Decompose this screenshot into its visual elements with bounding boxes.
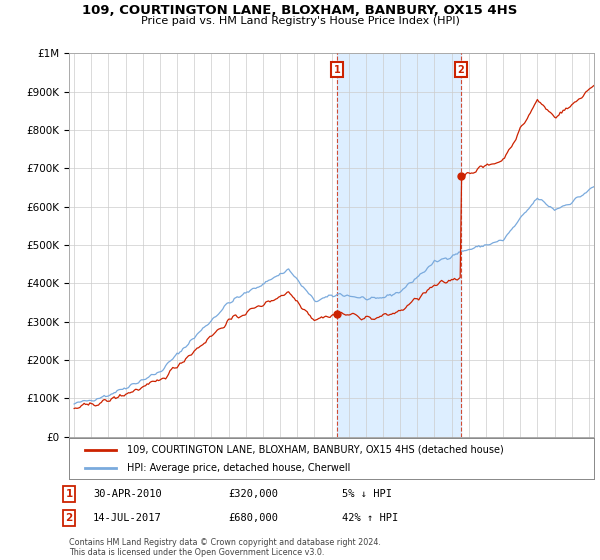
Text: Price paid vs. HM Land Registry's House Price Index (HPI): Price paid vs. HM Land Registry's House … xyxy=(140,16,460,26)
Text: 42% ↑ HPI: 42% ↑ HPI xyxy=(342,513,398,523)
Text: HPI: Average price, detached house, Cherwell: HPI: Average price, detached house, Cher… xyxy=(127,463,350,473)
Text: 1: 1 xyxy=(334,65,341,74)
Text: 30-APR-2010: 30-APR-2010 xyxy=(93,489,162,499)
Text: £320,000: £320,000 xyxy=(228,489,278,499)
Text: 5% ↓ HPI: 5% ↓ HPI xyxy=(342,489,392,499)
Text: 1: 1 xyxy=(65,489,73,499)
Text: 2: 2 xyxy=(457,65,464,74)
Text: 109, COURTINGTON LANE, BLOXHAM, BANBURY, OX15 4HS: 109, COURTINGTON LANE, BLOXHAM, BANBURY,… xyxy=(82,4,518,17)
Bar xyxy=(337,53,461,437)
Text: 109, COURTINGTON LANE, BLOXHAM, BANBURY, OX15 4HS (detached house): 109, COURTINGTON LANE, BLOXHAM, BANBURY,… xyxy=(127,445,503,455)
Text: 14-JUL-2017: 14-JUL-2017 xyxy=(93,513,162,523)
Text: 2: 2 xyxy=(65,513,73,523)
Text: Contains HM Land Registry data © Crown copyright and database right 2024.
This d: Contains HM Land Registry data © Crown c… xyxy=(69,538,381,557)
Text: £680,000: £680,000 xyxy=(228,513,278,523)
